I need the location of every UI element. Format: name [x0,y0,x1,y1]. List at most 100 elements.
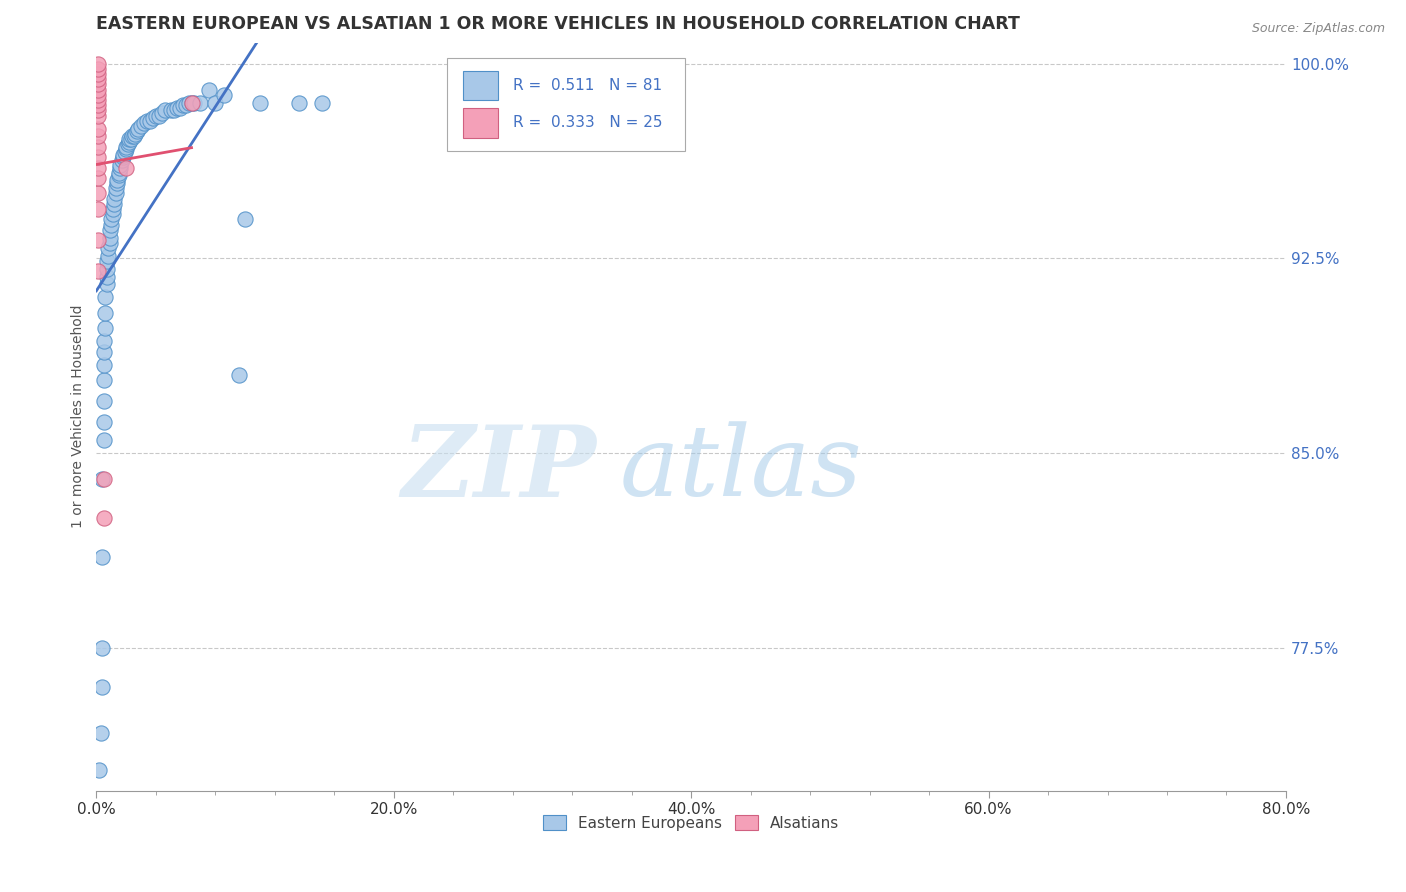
Point [101,202,124,216]
Point [183,95,205,110]
Point [153,103,176,118]
Point [91,472,114,486]
Point [125,124,148,138]
Point [87,82,110,96]
Point [249,95,271,110]
Text: ZIP: ZIP [401,421,596,517]
Point [91,549,114,564]
Point [148,109,170,123]
Point [98,235,121,250]
Point [105,173,128,187]
Point [87,121,110,136]
Point [93,394,115,409]
Point [180,95,202,110]
Point [96,277,118,292]
Point [135,113,157,128]
Point [129,119,152,133]
Point [174,98,197,112]
Point [103,192,125,206]
Point [93,472,115,486]
Point [118,132,141,146]
Point [98,223,121,237]
Point [96,269,118,284]
Point [87,233,110,247]
Point [107,166,129,180]
Point [93,358,115,372]
Point [93,415,115,429]
Point [87,103,110,118]
Point [108,161,131,175]
Point [87,170,110,185]
Point [212,87,235,102]
Point [87,264,110,278]
Point [87,67,110,81]
Point [142,111,165,125]
Point [87,56,110,70]
Point [87,78,110,92]
Point [177,95,200,110]
Point [166,101,188,115]
Point [87,186,110,201]
Point [132,116,155,130]
Point [89,763,111,777]
Point [96,254,118,268]
Point [87,202,110,216]
Point [118,135,141,149]
Point [124,127,146,141]
Point [108,158,131,172]
FancyBboxPatch shape [447,58,685,152]
Point [94,290,117,304]
Point [87,150,110,164]
Y-axis label: 1 or more Vehicles in Household: 1 or more Vehicles in Household [72,305,86,528]
Point [93,373,115,387]
Text: R =  0.511   N = 81: R = 0.511 N = 81 [513,78,662,93]
Point [91,680,114,694]
Point [91,640,114,655]
Point [93,334,115,349]
Point [198,82,221,96]
Legend: Eastern Europeans, Alsatians: Eastern Europeans, Alsatians [537,808,845,837]
Point [115,161,138,175]
Point [101,207,124,221]
Point [121,129,143,144]
Point [112,147,135,161]
Point [311,95,333,110]
Point [105,176,128,190]
Point [111,153,134,167]
Point [204,95,226,110]
Point [87,129,110,144]
Point [139,113,162,128]
Point [87,62,110,76]
Point [97,241,120,255]
Point [93,511,115,525]
Point [114,145,136,159]
FancyBboxPatch shape [463,70,499,101]
Point [100,212,122,227]
Point [103,197,125,211]
FancyBboxPatch shape [463,108,499,138]
Point [96,261,118,276]
Point [90,726,112,740]
Point [228,368,250,383]
Text: atlas: atlas [620,421,862,516]
Text: R =  0.333   N = 25: R = 0.333 N = 25 [513,115,662,130]
Point [87,72,110,87]
Point [87,93,110,107]
Point [145,109,167,123]
Point [93,433,115,447]
Point [115,140,138,154]
Text: Source: ZipAtlas.com: Source: ZipAtlas.com [1251,22,1385,36]
Point [104,181,127,195]
Point [150,106,173,120]
Point [115,142,138,156]
Point [94,321,117,335]
Point [87,109,110,123]
Point [159,103,181,118]
Point [122,129,145,144]
Point [172,98,194,112]
Point [93,344,115,359]
Point [180,95,202,110]
Point [87,98,110,112]
Point [163,103,186,118]
Point [87,87,110,102]
